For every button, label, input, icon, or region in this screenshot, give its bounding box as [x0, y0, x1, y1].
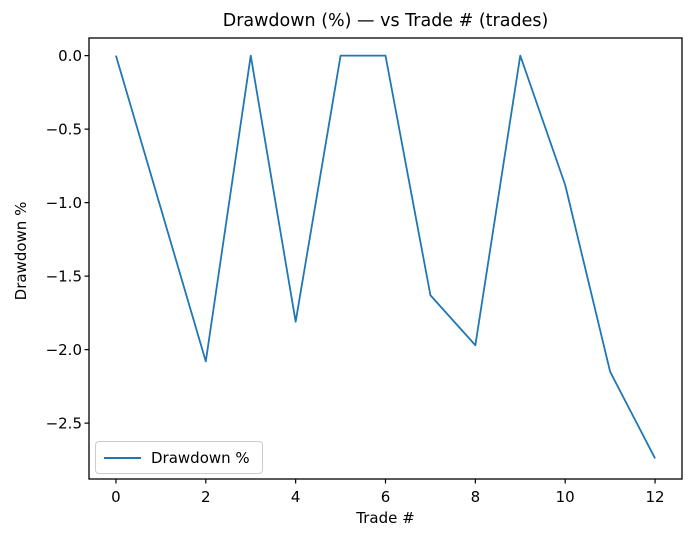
legend: Drawdown % — [95, 441, 263, 474]
legend-line-swatch — [104, 456, 141, 459]
svg-text:4: 4 — [291, 488, 301, 506]
axes-layer: 0 2 4 6 8 10 12 0.0 −0.5 −1.0 −1.5 −2.0 −2.5 — [46, 37, 683, 506]
svg-text:12: 12 — [645, 488, 664, 506]
drawdown-line-series — [115, 54, 656, 459]
chart-title: Drawdown (%) — vs Trade # (trades) — [222, 11, 549, 31]
svg-text:6: 6 — [381, 488, 391, 506]
svg-text:0.0: 0.0 — [58, 47, 82, 65]
svg-text:10: 10 — [556, 488, 575, 506]
svg-text:−0.5: −0.5 — [46, 121, 82, 139]
svg-text:0: 0 — [111, 488, 121, 506]
svg-text:−2.0: −2.0 — [46, 341, 82, 359]
svg-text:2: 2 — [201, 488, 211, 506]
svg-text:−2.5: −2.5 — [46, 415, 82, 433]
svg-text:8: 8 — [471, 488, 481, 506]
legend-label: Drawdown % — [151, 448, 250, 467]
x-axis-label: Trade # — [356, 509, 415, 527]
svg-text:−1.0: −1.0 — [46, 194, 82, 212]
svg-text:−1.5: −1.5 — [46, 268, 82, 286]
